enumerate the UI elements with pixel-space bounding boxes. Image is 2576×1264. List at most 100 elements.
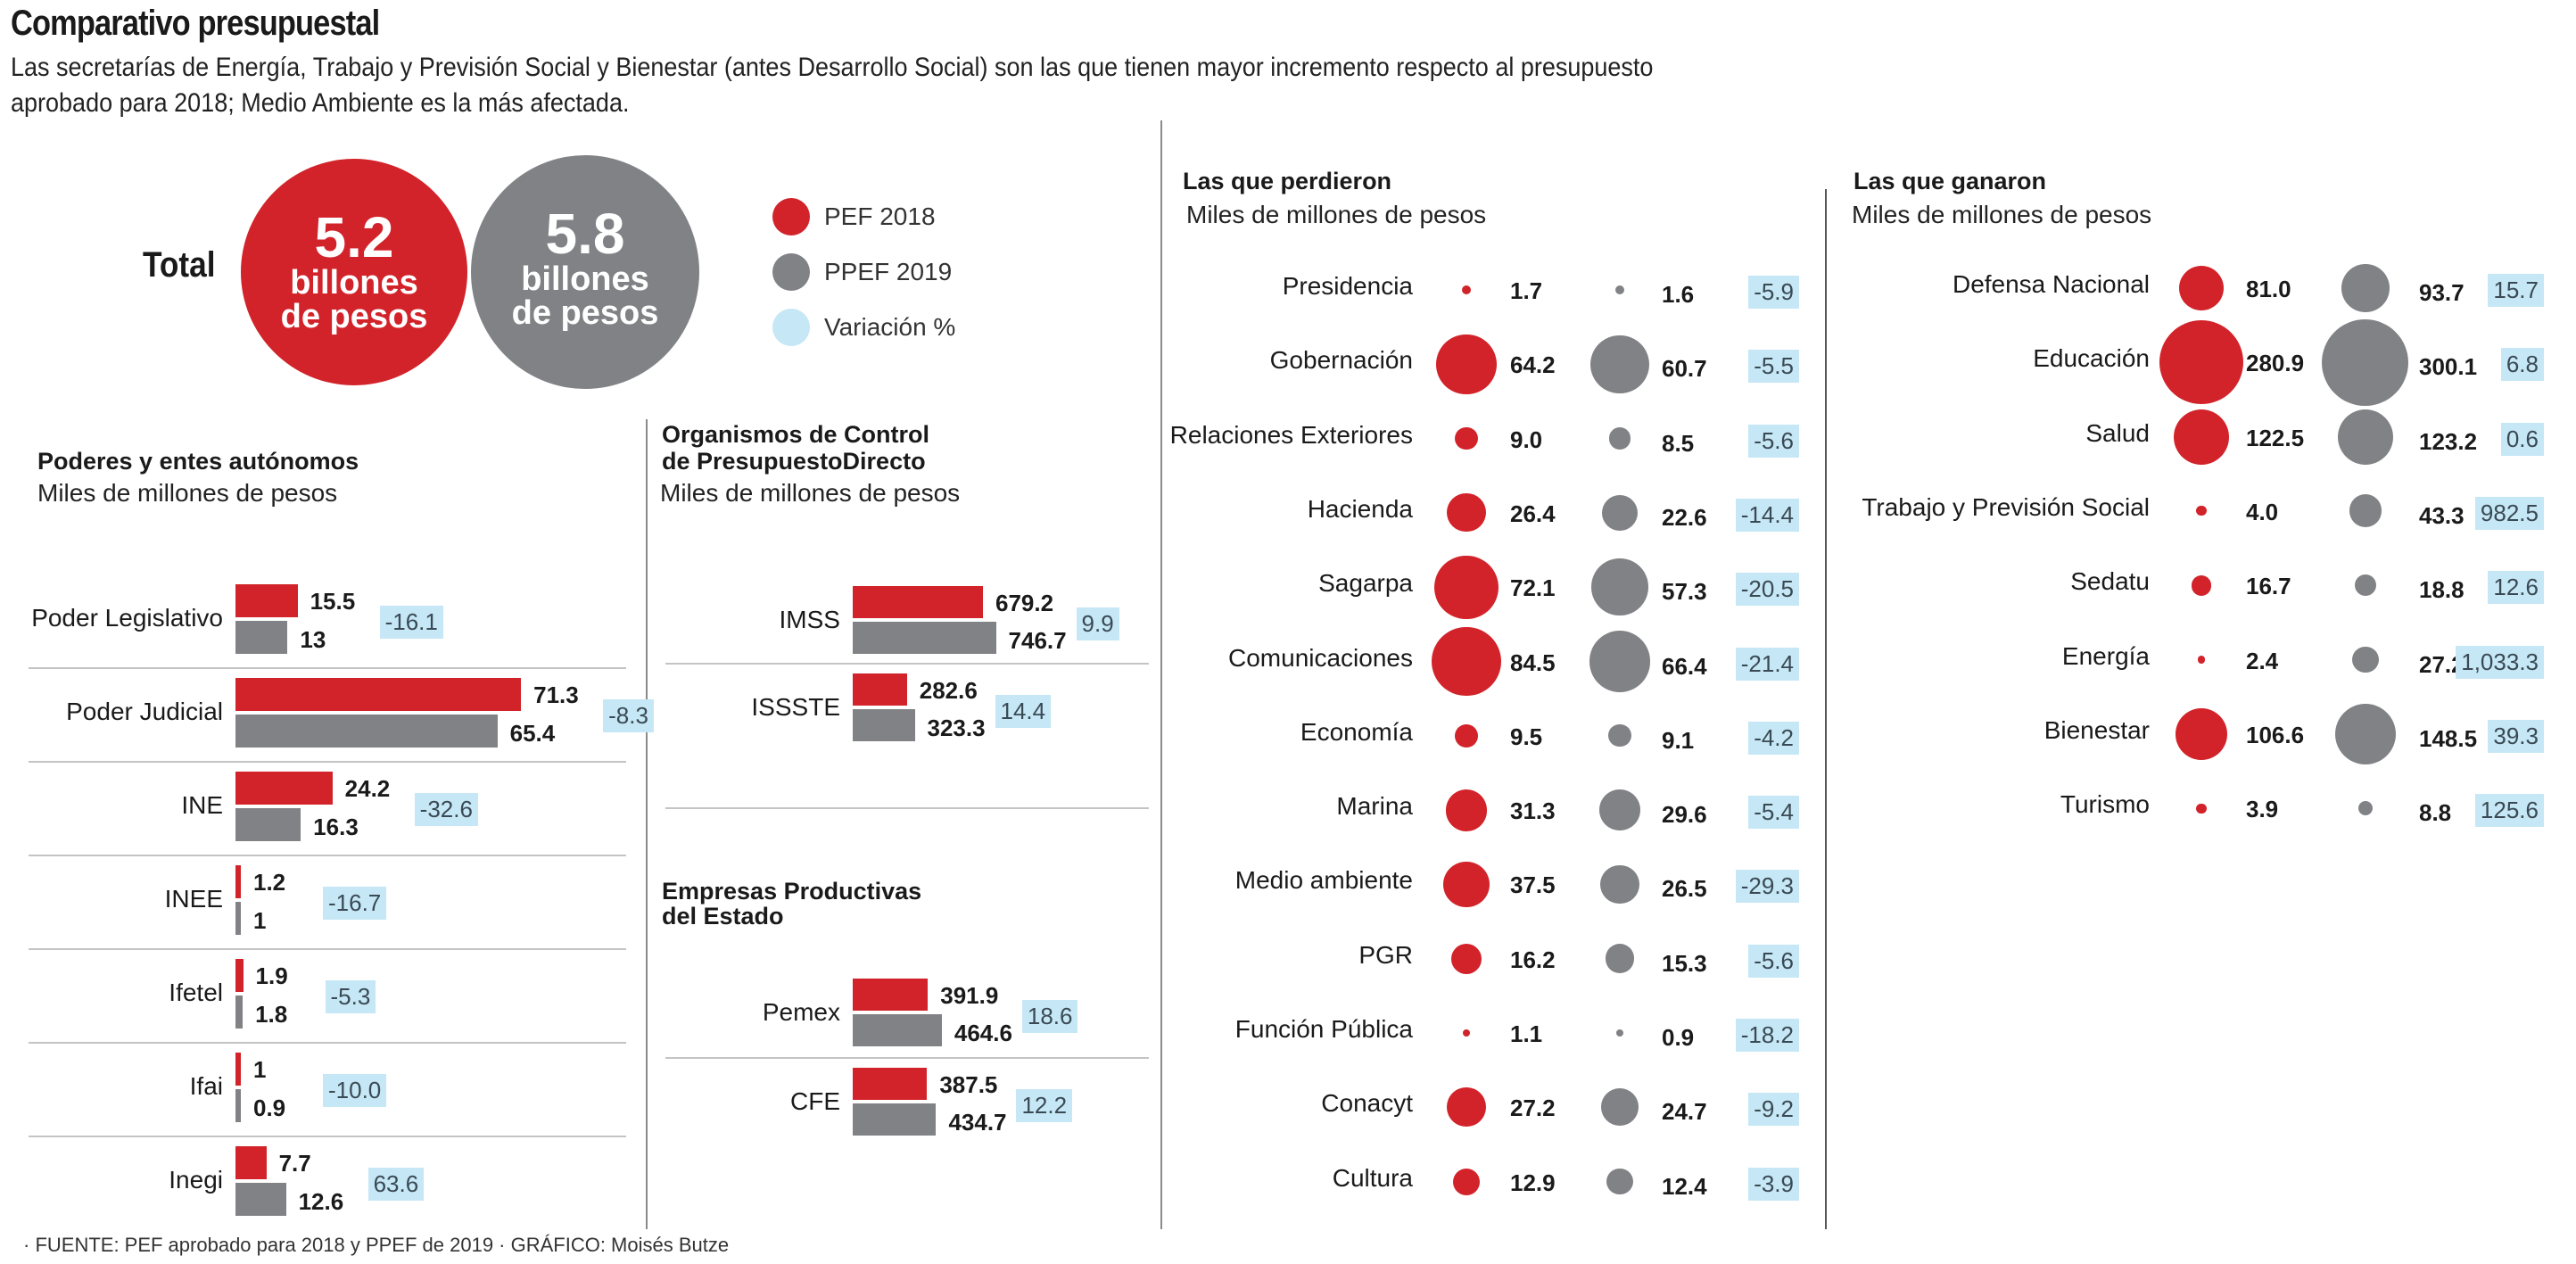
poderes-title: Poderes y entes autónomos bbox=[37, 448, 359, 475]
bubble-ppef2019 bbox=[2337, 409, 2394, 465]
row-divider bbox=[29, 1042, 626, 1044]
divider-vertical-right bbox=[1825, 189, 1827, 1229]
total-ppef2019-unit-line1: billones bbox=[521, 260, 649, 298]
bubble-value-label-pef2018: 9.0 bbox=[1510, 425, 1543, 453]
variation-badge: 6.8 bbox=[2500, 348, 2544, 382]
total-label: Total bbox=[143, 245, 216, 285]
bar-value-label-pef2018: 71.3 bbox=[533, 682, 579, 708]
bar-value-label-pef2018: 7.7 bbox=[278, 1150, 311, 1177]
bar-value-label-ppef2019: 0.9 bbox=[253, 1095, 286, 1121]
variation-badge: -3.9 bbox=[1748, 1167, 1799, 1201]
legend-swatch-ppef2019-icon bbox=[772, 253, 810, 291]
bubble-ppef2019 bbox=[2357, 800, 2374, 816]
bubble-ppef2019 bbox=[1590, 335, 1649, 393]
bar-value-label-ppef2019: 1.8 bbox=[255, 1001, 288, 1028]
variation-badge: -4.2 bbox=[1748, 721, 1799, 755]
bubble-ppef2019 bbox=[1605, 944, 1635, 974]
variation-badge: -8.3 bbox=[603, 699, 654, 732]
variation-badge: 125.6 bbox=[2474, 794, 2544, 828]
bar-pef2018 bbox=[235, 678, 522, 711]
bar-category-label: Pemex bbox=[762, 998, 840, 1026]
bubble-pef2018 bbox=[2191, 574, 2212, 596]
bubble-value-label-ppef2019: 148.5 bbox=[2419, 724, 2478, 752]
bubble-ppef2019 bbox=[1601, 1088, 1639, 1127]
variation-badge: -5.6 bbox=[1748, 424, 1799, 458]
bubble-pef2018 bbox=[2174, 409, 2229, 465]
bubble-category-label: Relaciones Exteriores bbox=[1169, 420, 1413, 449]
bar-pef2018 bbox=[235, 959, 244, 992]
ganaron-subtitle: Miles de millones de pesos bbox=[1852, 201, 2152, 228]
page-title: Comparativo presupuestal bbox=[11, 4, 380, 43]
bubble-pef2018 bbox=[1461, 285, 1472, 295]
bubble-ppef2019 bbox=[1602, 494, 1638, 531]
bubble-value-label-pef2018: 1.7 bbox=[1510, 277, 1543, 304]
bar-pef2018 bbox=[235, 772, 333, 805]
ganaron-title: Las que ganaron bbox=[1854, 168, 2047, 194]
variation-badge: -9.2 bbox=[1748, 1093, 1799, 1127]
bubble-ppef2019 bbox=[2349, 494, 2382, 528]
bubble-category-label: Trabajo y Previsión Social bbox=[1862, 492, 2150, 521]
row-divider bbox=[29, 761, 626, 763]
bubble-value-label-pef2018: 16.2 bbox=[1510, 946, 1556, 973]
variation-badge: -32.6 bbox=[414, 793, 478, 826]
variation-badge: -16.7 bbox=[323, 887, 387, 920]
variation-badge: -18.2 bbox=[1735, 1019, 1799, 1052]
variation-badge: 12.6 bbox=[2488, 571, 2544, 605]
variation-badge: 12.2 bbox=[1016, 1089, 1073, 1122]
bubble-ppef2019 bbox=[1608, 724, 1631, 748]
variation-badge: 63.6 bbox=[367, 1168, 425, 1201]
row-divider bbox=[29, 948, 626, 950]
bar-ppef2019 bbox=[853, 1103, 937, 1136]
variation-badge: 18.6 bbox=[1021, 1000, 1078, 1033]
bubble-category-label: Turismo bbox=[2060, 790, 2150, 819]
total-pef2018-unit-line1: billones bbox=[290, 264, 418, 302]
bar-pef2018 bbox=[853, 586, 984, 618]
page-subtitle: Las secretarías de Energía, Trabajo y Pr… bbox=[11, 53, 1654, 118]
total-ppef2019-circle: 5.8 billones de pesos bbox=[471, 155, 699, 389]
legend-item-variation: Variación % bbox=[772, 309, 955, 346]
bubble-category-label: Salud bbox=[2085, 418, 2150, 447]
bubble-category-label: Gobernación bbox=[1269, 346, 1413, 375]
bubble-category-label: Economía bbox=[1300, 717, 1413, 746]
variation-badge: -5.3 bbox=[325, 980, 376, 1013]
bubble-value-label-ppef2019: 60.7 bbox=[1662, 355, 1707, 383]
bubble-category-label: Hacienda bbox=[1307, 494, 1413, 523]
legend-label: PEF 2018 bbox=[824, 202, 936, 230]
variation-badge: 9.9 bbox=[1076, 607, 1119, 640]
bubble-ppef2019 bbox=[2341, 263, 2390, 313]
row-divider bbox=[29, 855, 626, 856]
variation-badge: -10.0 bbox=[323, 1074, 387, 1107]
bubble-pef2018 bbox=[2197, 656, 2206, 664]
total-pef2018-circle: 5.2 billones de pesos bbox=[241, 159, 467, 385]
bar-ppef2019 bbox=[853, 1014, 942, 1046]
bar-ppef2019 bbox=[235, 1183, 286, 1216]
bar-value-label-ppef2019: 13 bbox=[300, 626, 326, 653]
bar-value-label-ppef2019: 1 bbox=[253, 907, 267, 934]
organismos-empresas-divider bbox=[665, 807, 1149, 809]
bar-category-label: Poder Judicial bbox=[66, 698, 223, 725]
bar-value-label-ppef2019: 12.6 bbox=[298, 1188, 344, 1215]
bubble-category-label: Cultura bbox=[1332, 1163, 1413, 1192]
bubble-ppef2019 bbox=[1606, 1168, 1633, 1195]
poderes-subtitle: Miles de millones de pesos bbox=[37, 479, 338, 507]
perdieron-title: Las que perdieron bbox=[1183, 168, 1392, 194]
perdieron-subtitle: Miles de millones de pesos bbox=[1186, 201, 1487, 228]
bubble-value-label-ppef2019: 22.6 bbox=[1662, 503, 1707, 531]
bubble-ppef2019 bbox=[1614, 285, 1625, 295]
bubble-category-label: Educación bbox=[2033, 344, 2150, 373]
bubble-pef2018 bbox=[1447, 493, 1486, 533]
bubble-ppef2019 bbox=[1600, 864, 1639, 904]
bubble-value-label-ppef2019: 18.8 bbox=[2419, 576, 2465, 604]
bar-ppef2019 bbox=[853, 622, 996, 654]
legend-label: PPEF 2019 bbox=[824, 258, 953, 285]
variation-badge: -5.6 bbox=[1748, 944, 1799, 978]
bar-value-label-pef2018: 387.5 bbox=[939, 1071, 998, 1098]
bubble-category-label: Sagarpa bbox=[1318, 569, 1413, 598]
bubble-ppef2019 bbox=[1599, 789, 1640, 830]
bar-pef2018 bbox=[235, 1146, 267, 1179]
bubble-value-label-ppef2019: 66.4 bbox=[1662, 652, 1707, 680]
divider-vertical-left bbox=[646, 419, 648, 1229]
variation-badge: 0.6 bbox=[2500, 422, 2544, 456]
bubble-pef2018 bbox=[1436, 334, 1497, 394]
bar-category-label: INEE bbox=[164, 885, 223, 913]
